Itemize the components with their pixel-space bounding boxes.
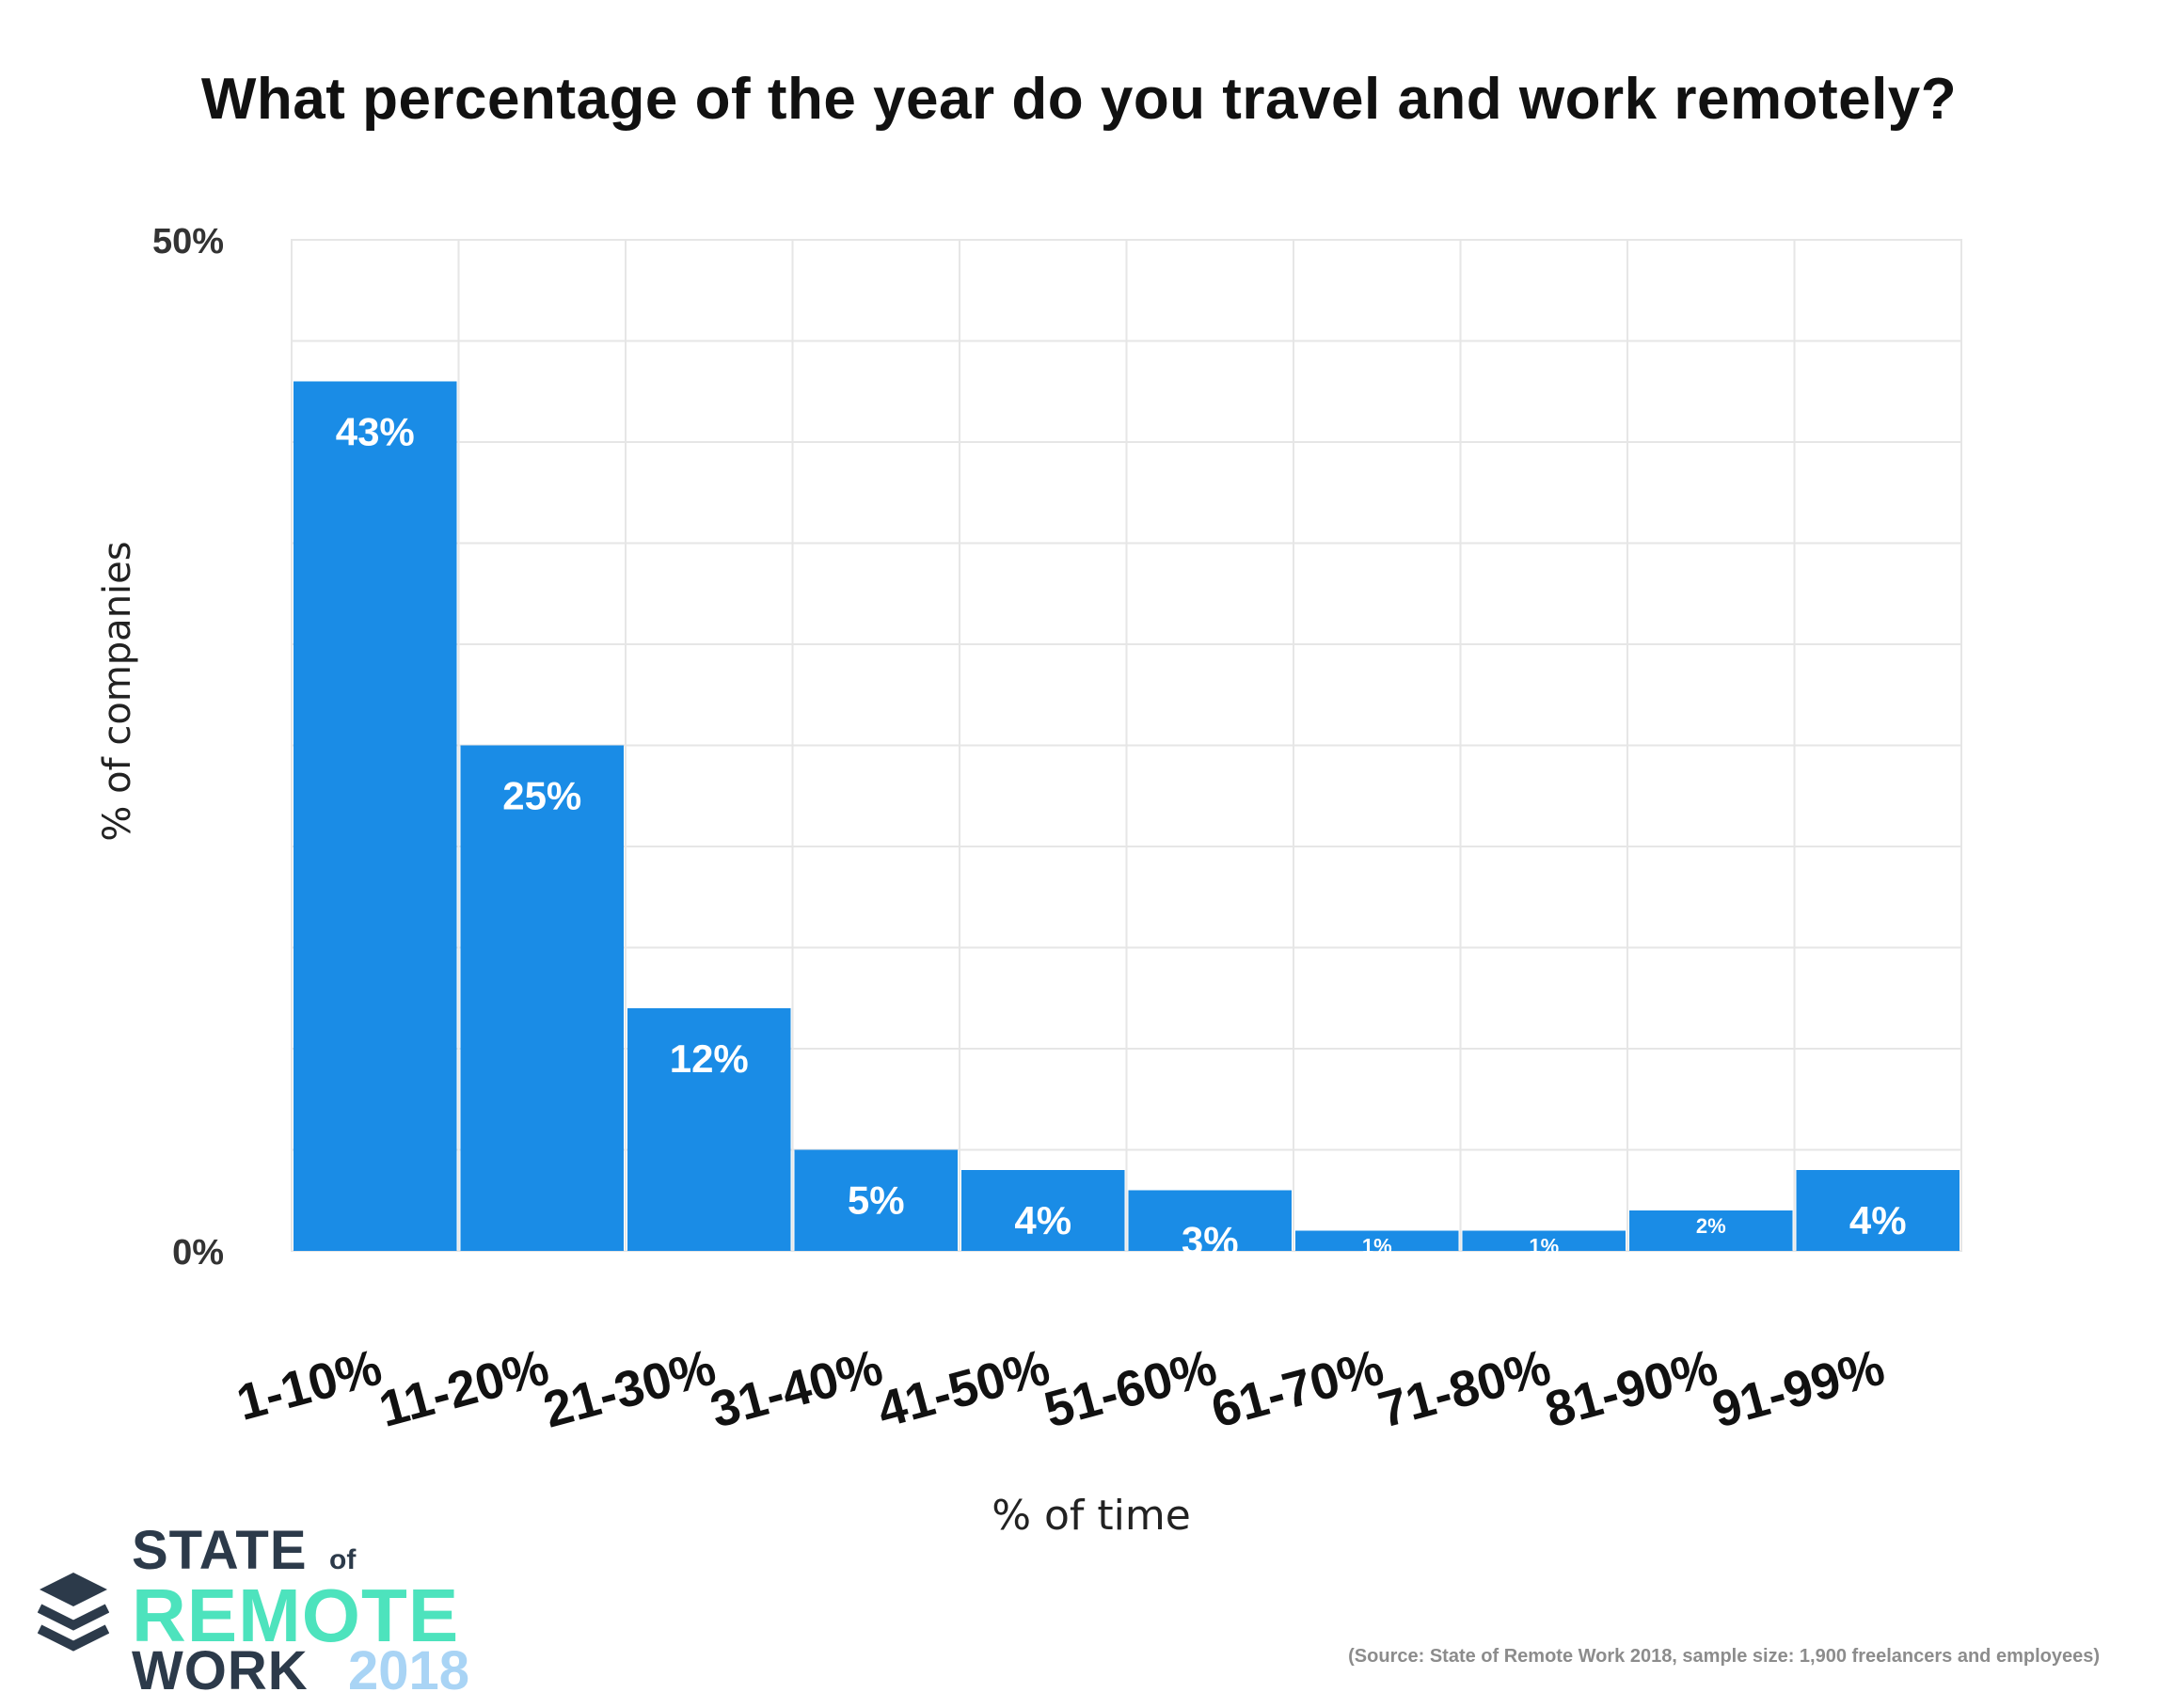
bar: [961, 1170, 1125, 1251]
bar: [794, 1149, 958, 1251]
bar: [1295, 1230, 1459, 1251]
y-tick-label: 0%: [172, 1233, 224, 1273]
data-label: 3%: [1182, 1219, 1239, 1263]
logo-work-text: WORK: [132, 1640, 309, 1701]
logo-remote-text: REMOTE: [132, 1574, 460, 1657]
x-tick-label: 21-30%: [538, 1339, 722, 1439]
y-axis-label: % of companies: [96, 541, 139, 841]
logo-state-text: STATE: [132, 1520, 308, 1581]
data-label: 1%: [1362, 1235, 1392, 1258]
x-tick-label: 91-99%: [1706, 1339, 1890, 1439]
x-tick-label: 41-50%: [872, 1339, 1055, 1439]
bar: [1796, 1170, 1960, 1251]
data-label: 4%: [1014, 1198, 1071, 1242]
y-tick-label: 50%: [152, 222, 224, 261]
x-axis-label: % of time: [992, 1492, 1191, 1540]
grid-lines: [291, 239, 1962, 1252]
source-note: (Source: State of Remote Work 2018, samp…: [1348, 1646, 2100, 1667]
logo-year-text: 2018: [348, 1640, 470, 1701]
x-tick-label: 11-20%: [373, 1339, 554, 1438]
bar: [1629, 1210, 1793, 1251]
data-label: 5%: [848, 1178, 905, 1223]
bar: [1462, 1230, 1626, 1251]
data-labels: 43% 25% 12% 5% 4% 3% 1% 1% 2% 4%: [336, 410, 1907, 1263]
data-label: 43%: [336, 410, 415, 454]
stacked-layers-icon: [38, 1573, 109, 1652]
bar: [1128, 1190, 1292, 1251]
bar: [627, 1008, 791, 1251]
data-label: 12%: [670, 1036, 749, 1081]
data-label: 4%: [1849, 1198, 1907, 1242]
data-label: 1%: [1529, 1235, 1559, 1258]
logo-of-text: of: [329, 1544, 357, 1575]
chart-title: What percentage of the year do you trave…: [200, 67, 1958, 132]
x-tick-label: 31-40%: [705, 1339, 888, 1439]
x-tick-label: 61-70%: [1206, 1339, 1389, 1439]
bar: [294, 381, 457, 1251]
data-label: 2%: [1696, 1214, 1726, 1238]
x-tick-label: 1-10%: [231, 1339, 388, 1431]
bars: [294, 381, 1960, 1251]
data-label: 25%: [502, 774, 581, 818]
x-tick-label: 81-90%: [1540, 1339, 1723, 1439]
state-of-remote-work-logo: STATE of REMOTE WORK 2018: [38, 1520, 527, 1699]
x-tick-label: 71-80%: [1373, 1339, 1556, 1439]
bar: [460, 745, 624, 1251]
x-tick-label: 51-60%: [1039, 1339, 1222, 1439]
